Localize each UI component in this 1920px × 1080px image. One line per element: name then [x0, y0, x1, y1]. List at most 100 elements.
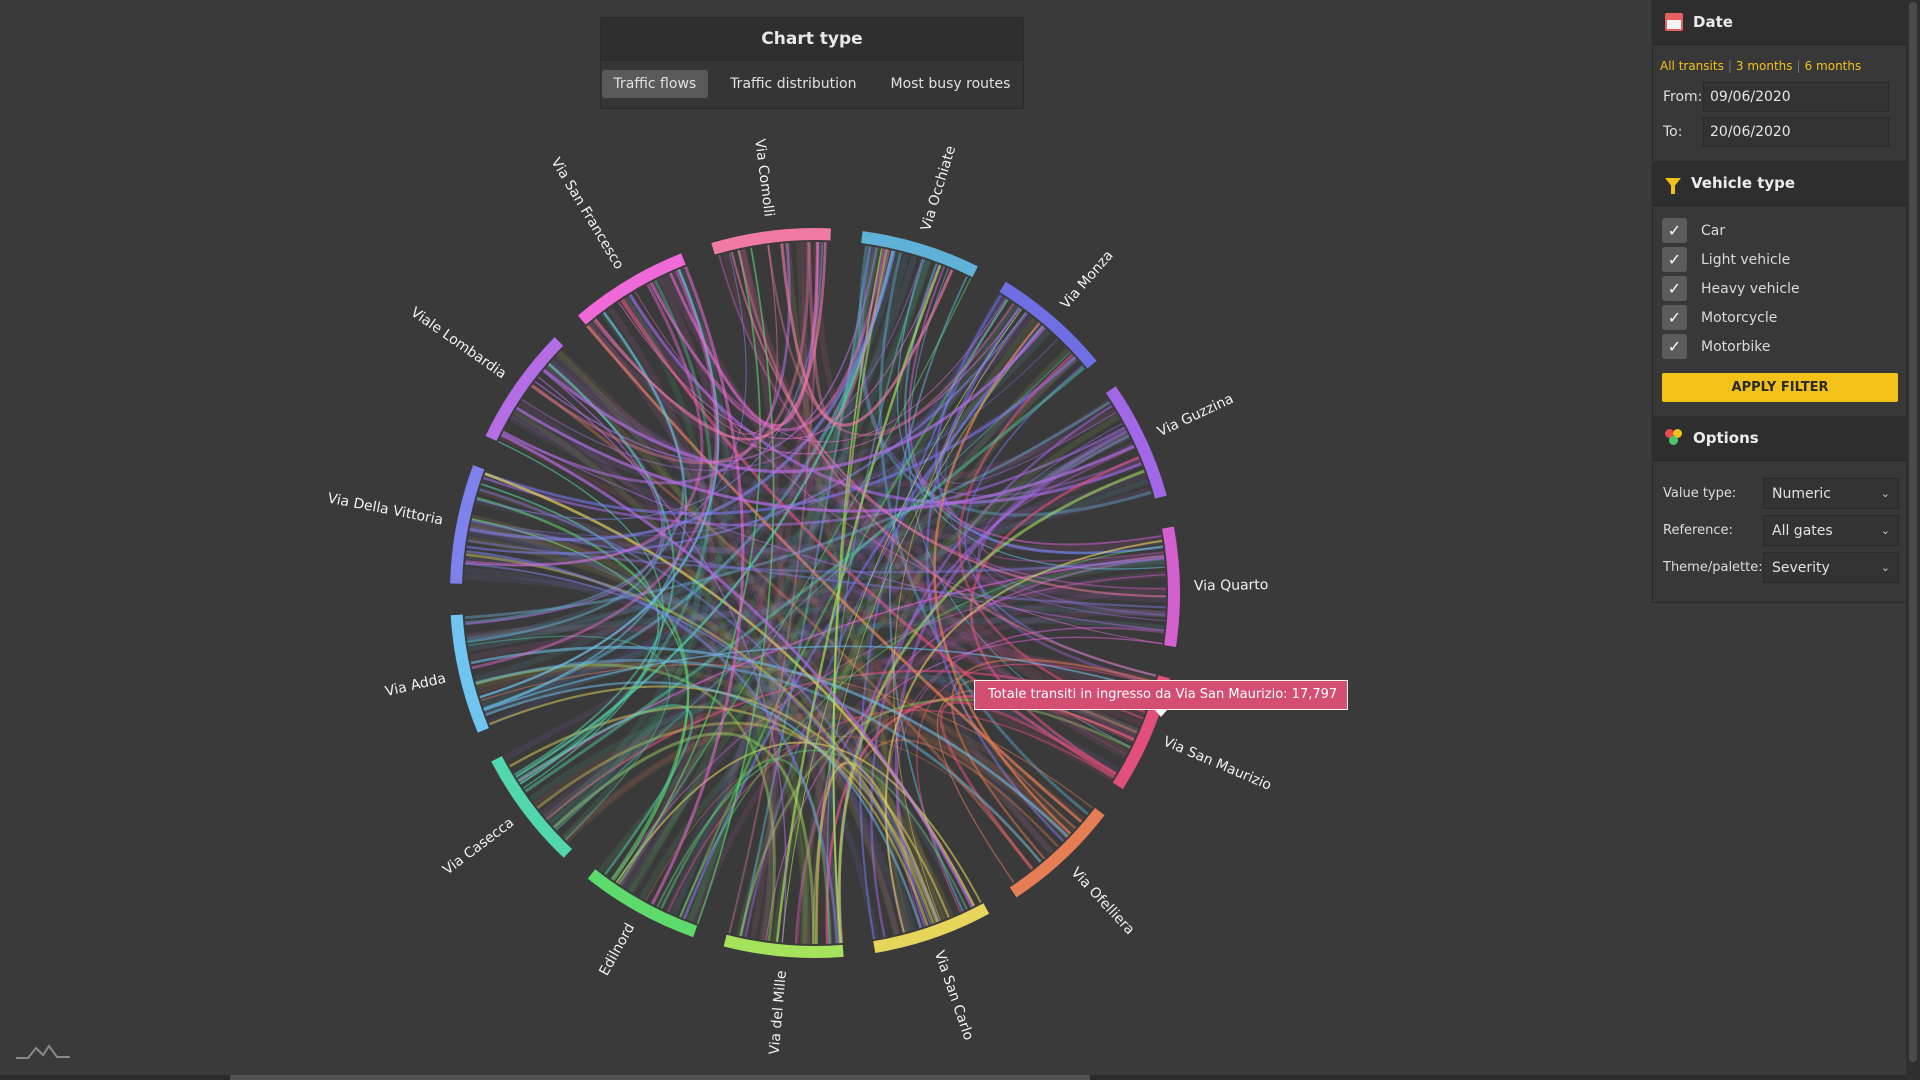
reference-select[interactable]: All gates ⌄ — [1763, 515, 1899, 546]
options-section-header[interactable]: Options — [1653, 416, 1907, 461]
checkbox-car[interactable]: ✓ — [1662, 218, 1687, 243]
chord-ribbon — [611, 574, 1166, 880]
chord-ribbon-band — [616, 253, 910, 886]
chord-ribbon — [679, 299, 1009, 918]
chord-diagram: Via Occhiate Via Monza Via Guzzina Via Quar… — [326, 138, 1274, 1055]
filter-funnel-icon — [1665, 178, 1681, 194]
chord-ribbon — [500, 433, 974, 908]
chord-ribbon — [649, 248, 887, 432]
checkbox-motorbike[interactable]: ✓ — [1662, 334, 1687, 359]
chord-ribbon-band — [663, 273, 1166, 618]
range-3-months[interactable]: 3 months — [1735, 59, 1793, 73]
chord-ribbon — [481, 483, 660, 785]
gate-arc-via-ofelliera[interactable] — [1009, 807, 1105, 898]
chord-ribbon — [861, 246, 1140, 497]
chord-ribbon — [531, 383, 1034, 870]
chord-ribbon — [893, 311, 1027, 921]
chord-ribbon — [515, 406, 1135, 513]
tab-most-busy-routes[interactable]: Most busy routes — [890, 76, 1011, 92]
gate-arc-via-casecca[interactable] — [491, 755, 573, 858]
range-6-months[interactable]: 6 months — [1804, 59, 1862, 73]
date-section-header[interactable]: Date — [1653, 0, 1907, 45]
theme-row: Theme/palette: Severity ⌄ — [1653, 549, 1907, 586]
chord-ribbon-band — [553, 354, 1166, 603]
chord-ribbon — [737, 250, 1157, 677]
chord-ribbon — [939, 700, 1117, 870]
gate-label: Via San Maurizio — [1161, 734, 1274, 794]
chord-ribbon — [467, 539, 1165, 574]
gate-arc-via-della-vittoria[interactable] — [450, 465, 485, 584]
chart-type-tabs: Traffic flows Traffic distribution Most … — [601, 61, 1023, 98]
gate-arc-via-del-mille[interactable] — [723, 934, 844, 958]
chord-ribbon-band — [533, 701, 1077, 832]
chord-ribbon — [978, 422, 1165, 622]
chord-ribbon — [780, 243, 954, 427]
chevron-down-icon: ⌄ — [1880, 561, 1890, 574]
chord-ribbon — [475, 663, 776, 942]
checkbox-light-vehicle[interactable]: ✓ — [1662, 247, 1687, 272]
to-date-input[interactable] — [1703, 117, 1889, 147]
gate-label: Via Casecca — [440, 815, 517, 879]
chord-ribbon-band — [469, 472, 1147, 554]
chord-ribbon-band — [622, 441, 1135, 890]
checkbox-motorcycle[interactable]: ✓ — [1662, 305, 1687, 330]
from-date-input[interactable] — [1703, 82, 1889, 112]
horizontal-scrollbar-thumb[interactable] — [230, 1075, 1090, 1080]
gate-arc-via-occhiate[interactable] — [861, 231, 978, 278]
chord-ribbon-band — [469, 525, 1153, 696]
chord-ribbon — [555, 351, 1071, 831]
chord-ribbon-band — [467, 328, 1051, 652]
chord-ribbon — [471, 518, 689, 882]
chord-ribbons — [464, 241, 1167, 945]
checkbox-heavy-vehicle[interactable]: ✓ — [1662, 276, 1687, 301]
chord-ribbon — [618, 250, 761, 885]
chord-ribbon — [858, 245, 1152, 517]
gate-arc-via-comolli[interactable] — [711, 227, 831, 255]
vehicle-section-header[interactable]: Vehicle type — [1653, 161, 1907, 206]
chord-tooltip: Totale transiti in ingresso da Via San M… — [974, 680, 1348, 710]
chord-ribbon — [620, 245, 778, 435]
chord-ribbon — [781, 308, 1022, 943]
gate-arc-edilnord[interactable] — [587, 869, 698, 938]
horizontal-scrollbar[interactable] — [0, 1075, 1906, 1080]
theme-select[interactable]: Severity ⌄ — [1763, 552, 1899, 583]
gate-arc-viale-lombardia[interactable] — [485, 337, 564, 442]
chord-ribbon — [543, 326, 1046, 474]
chord-ribbon — [498, 440, 664, 789]
gate-arc-via-guzzina[interactable] — [1105, 386, 1167, 499]
scrollbar-thumb[interactable] — [1909, 2, 1917, 1062]
chord-ribbon — [465, 311, 685, 624]
chord-ribbon — [925, 306, 1065, 842]
chord-ribbon-band — [512, 409, 775, 941]
chord-ribbon — [586, 324, 1083, 823]
chord-ribbon — [660, 757, 832, 944]
gate-arc-via-adda[interactable] — [450, 614, 489, 733]
chord-ribbon-band — [466, 433, 1131, 641]
apply-filter-button[interactable]: APPLY FILTER — [1662, 373, 1898, 402]
gate-label: Via Monza — [1058, 248, 1117, 313]
chord-ribbon-band — [771, 347, 1071, 943]
tab-traffic-flows[interactable]: Traffic flows — [601, 70, 709, 98]
tab-traffic-distribution[interactable]: Traffic distribution — [730, 76, 857, 92]
chord-ribbon — [509, 705, 929, 926]
vehicle-row-heavy-vehicle: ✓ Heavy vehicle — [1662, 274, 1907, 303]
chord-ribbon — [469, 250, 896, 541]
value-type-row: Value type: Numeric ⌄ — [1653, 475, 1907, 512]
chord-ribbon — [878, 252, 1089, 816]
chart-type-title: Chart type — [601, 18, 1023, 61]
gate-arc-via-quarto[interactable] — [1162, 526, 1181, 647]
gate-label: Via Della Vittoria — [326, 490, 444, 528]
range-all-transits[interactable]: All transits — [1660, 59, 1724, 73]
chord-ribbon-band — [552, 356, 1078, 831]
gate-arc-via-san-carlo[interactable] — [873, 903, 990, 953]
value-type-select[interactable]: Numeric ⌄ — [1763, 478, 1899, 509]
vertical-scrollbar[interactable] — [1906, 0, 1920, 1080]
gate-arc-via-monza[interactable] — [999, 281, 1097, 369]
chord-ribbon-band — [482, 478, 1149, 711]
chord-ribbon-band — [510, 355, 1078, 495]
chord-ribbon-band — [670, 246, 880, 916]
chord-ribbon — [739, 698, 1131, 937]
chord-ribbon — [669, 241, 819, 428]
gate-arc-via-san-francesco[interactable] — [577, 253, 686, 325]
